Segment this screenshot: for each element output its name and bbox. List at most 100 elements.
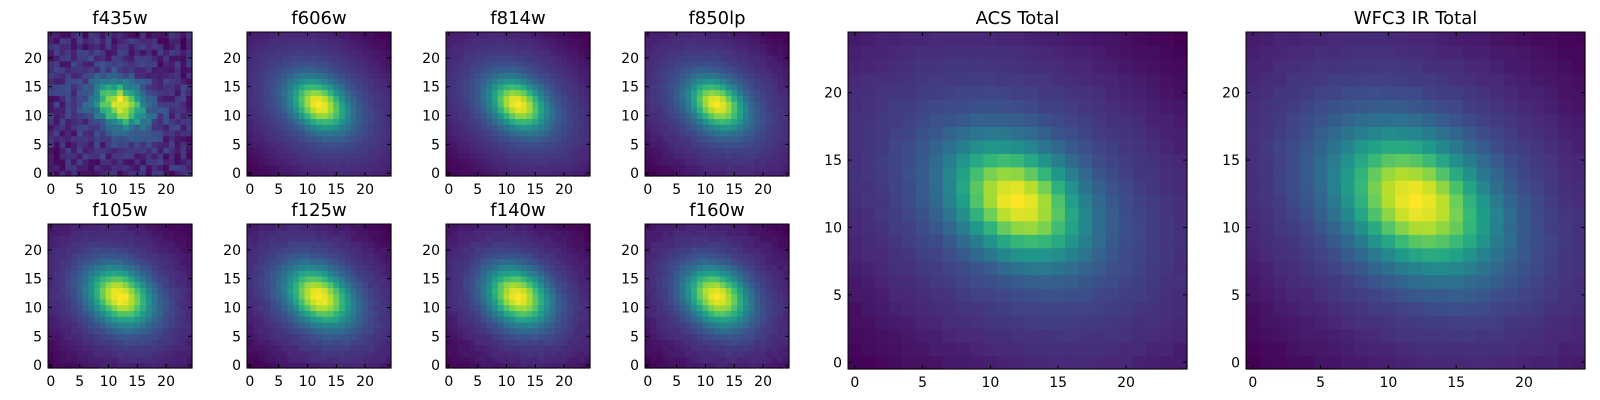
heatmap-cell (59, 106, 66, 114)
heatmap-cell (748, 339, 756, 346)
heatmap-cell (281, 141, 288, 148)
heatmap-cell (480, 362, 487, 369)
heatmap-cell (737, 281, 744, 288)
heatmap-cell (673, 89, 681, 96)
heatmap-cell (719, 316, 727, 323)
heatmap-cell (469, 118, 476, 125)
heatmap-cell (771, 152, 779, 160)
heatmap-cell (275, 158, 283, 166)
heatmap-cell (555, 135, 562, 143)
heatmap-cell (122, 258, 130, 265)
heatmap-cell (287, 147, 294, 154)
heatmap-cell (650, 49, 658, 56)
heatmap-cell (532, 164, 539, 171)
heatmap-cell (532, 43, 539, 50)
heatmap-cell (742, 321, 750, 329)
heatmap-cell (555, 55, 562, 62)
heatmap-cell (298, 247, 306, 254)
heatmap-cell (287, 344, 294, 352)
heatmap-cell (333, 235, 340, 242)
heatmap-cell (668, 32, 675, 39)
heatmap-cell (685, 333, 692, 340)
heatmap-cell (742, 339, 750, 346)
heatmap-cell (446, 316, 453, 323)
heatmap-cell (572, 152, 580, 160)
heatmap-cell (566, 327, 574, 335)
heatmap-cell (111, 95, 118, 102)
heatmap-cell (65, 241, 72, 248)
heatmap-cell (777, 350, 784, 358)
heatmap-cell (163, 106, 170, 114)
heatmap-cell (719, 129, 727, 137)
heatmap-cell (561, 95, 568, 102)
heatmap-cell (71, 72, 78, 79)
heatmap-cell (287, 252, 294, 260)
heatmap-cell (163, 55, 170, 62)
heatmap-cell (777, 43, 784, 50)
heatmap-cell (492, 66, 499, 73)
heatmap-cell (321, 287, 329, 294)
heatmap-cell (163, 89, 170, 96)
heatmap-cell (645, 316, 652, 323)
y-tick-label: 5 (232, 137, 241, 153)
heatmap-cell (275, 304, 283, 311)
heatmap-cell (696, 37, 704, 45)
heatmap-cell (356, 112, 363, 119)
heatmap-cell (287, 118, 294, 125)
heatmap-cell (65, 124, 72, 131)
heatmap-cell (742, 327, 750, 335)
heatmap-cell (65, 60, 72, 68)
heatmap-cell (731, 55, 738, 62)
x-tick-label: 15 (725, 182, 743, 198)
heatmap-cell (503, 333, 510, 340)
heatmap-cell (538, 270, 545, 277)
heatmap-cell (122, 281, 130, 288)
heatmap-cell (122, 321, 130, 329)
heatmap-cell (99, 344, 107, 352)
heatmap-cell (298, 304, 306, 311)
heatmap-cell (497, 298, 505, 306)
heatmap-cell (543, 344, 551, 352)
heatmap-cell (777, 106, 784, 114)
heatmap-cell (258, 235, 265, 242)
heatmap-cell (71, 147, 78, 154)
heatmap-cell (180, 158, 187, 166)
heatmap-cell (520, 327, 528, 335)
heatmap-cell (673, 49, 681, 56)
heatmap-cell (59, 327, 66, 335)
heatmap-cell (350, 49, 358, 56)
heatmap-cell (168, 135, 176, 143)
heatmap-cell (111, 235, 118, 242)
heatmap-cell (111, 327, 118, 335)
heatmap-cell (333, 321, 340, 329)
heatmap-cell (561, 101, 568, 108)
heatmap-cell (572, 241, 580, 248)
heatmap-cell (186, 152, 193, 160)
heatmap-cell (117, 170, 124, 177)
heatmap-cell (180, 333, 187, 340)
heatmap-cell (327, 281, 334, 288)
heatmap-cell (742, 72, 750, 79)
heatmap-cell (186, 164, 193, 171)
heatmap-cell (71, 37, 78, 45)
heatmap-cell (174, 32, 182, 39)
heatmap-cell (117, 339, 124, 346)
heatmap-cell (339, 264, 346, 271)
heatmap-cell (88, 252, 95, 260)
heatmap-cell (731, 339, 738, 346)
heatmap-cell (168, 344, 176, 352)
heatmap-cell (145, 281, 153, 288)
heatmap-cell (316, 304, 323, 311)
heatmap-cell (287, 60, 294, 68)
heatmap-cell (492, 356, 499, 363)
x-tick-label: 10 (299, 374, 317, 390)
heatmap-cell (122, 316, 130, 323)
heatmap-cell (503, 124, 510, 131)
heatmap-cell (532, 83, 539, 91)
heatmap-cell (696, 362, 704, 369)
heatmap-cell (157, 72, 164, 79)
heatmap-cell (122, 158, 130, 166)
heatmap-cell (270, 147, 277, 154)
heatmap-cell (469, 72, 476, 79)
heatmap-cell (350, 333, 358, 340)
